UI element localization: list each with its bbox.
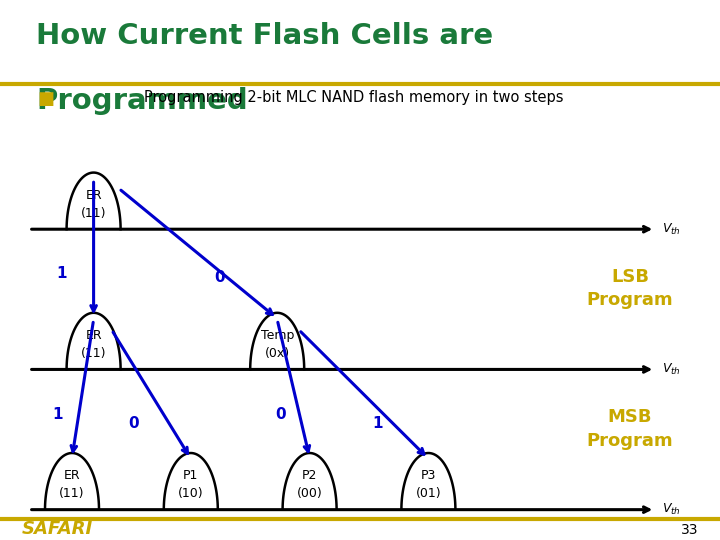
Text: (01): (01): [415, 487, 441, 500]
Text: $V_{th}$: $V_{th}$: [662, 502, 681, 517]
Text: (11): (11): [81, 207, 107, 220]
Text: Programmed: Programmed: [36, 87, 248, 116]
Text: ■: ■: [37, 90, 55, 108]
Text: SAFARI: SAFARI: [22, 519, 93, 537]
Text: ER: ER: [85, 329, 102, 342]
Text: P1: P1: [183, 469, 199, 482]
Text: ER: ER: [85, 189, 102, 202]
Text: (00): (00): [297, 487, 323, 500]
Text: LSB
Program: LSB Program: [587, 268, 673, 309]
Text: Programming 2-bit MLC NAND flash memory in two steps: Programming 2-bit MLC NAND flash memory …: [144, 90, 564, 105]
Text: Temp: Temp: [261, 329, 294, 342]
Text: 0: 0: [276, 407, 286, 422]
Text: 0: 0: [215, 270, 225, 285]
Text: 1: 1: [56, 266, 66, 281]
Text: How Current Flash Cells are: How Current Flash Cells are: [36, 22, 493, 50]
Text: 33: 33: [681, 523, 698, 537]
Text: MSB
Program: MSB Program: [587, 408, 673, 450]
Text: P3: P3: [420, 469, 436, 482]
Text: (0x): (0x): [265, 347, 289, 360]
Text: P2: P2: [302, 469, 318, 482]
Text: $V_{th}$: $V_{th}$: [662, 362, 681, 377]
Text: 0: 0: [128, 416, 138, 431]
Text: 1: 1: [373, 416, 383, 431]
Text: (10): (10): [178, 487, 204, 500]
Text: ER: ER: [63, 469, 81, 482]
Text: (11): (11): [81, 347, 107, 360]
Text: $V_{th}$: $V_{th}$: [662, 221, 681, 237]
Text: 1: 1: [53, 407, 63, 422]
Text: (11): (11): [59, 487, 85, 500]
